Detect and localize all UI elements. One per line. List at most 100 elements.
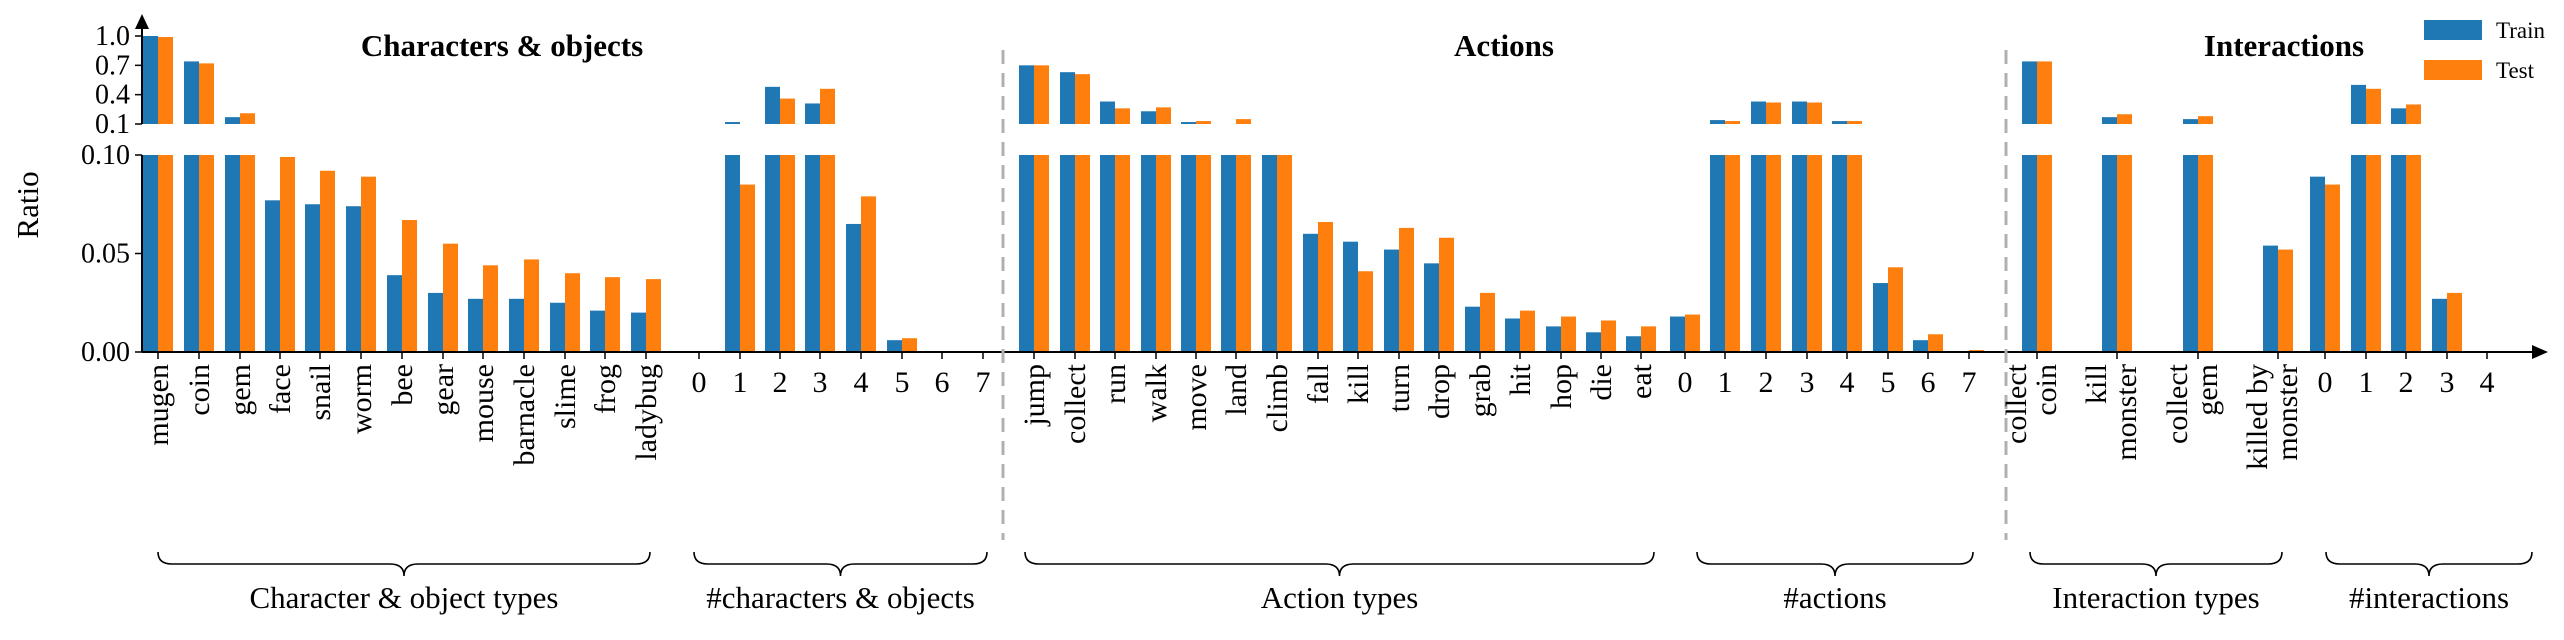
category-label: walk bbox=[1140, 364, 1173, 422]
bar-train-0-barnacle bbox=[509, 298, 524, 352]
bar-train-0-bee bbox=[387, 275, 402, 352]
bar-train-1-2-upper bbox=[765, 86, 780, 124]
category-label: slime bbox=[549, 364, 582, 429]
bar-test-2-climb bbox=[1277, 155, 1292, 352]
bar-test-1-3-lower bbox=[820, 155, 835, 352]
bar-test-2-hop bbox=[1561, 316, 1576, 352]
category-label: collect bbox=[1059, 363, 1092, 444]
y-axis-arrow bbox=[135, 14, 149, 29]
bar-test-2-jump-lower bbox=[1034, 155, 1049, 352]
legend: Train Test bbox=[2424, 18, 2545, 83]
category-label: ladybug bbox=[630, 364, 663, 461]
category-label: kill bbox=[2080, 364, 2113, 404]
group-brace bbox=[1696, 551, 1974, 577]
bar-test-0-barnacle bbox=[524, 259, 539, 352]
bar-train-4-kill-monster-lower bbox=[2102, 155, 2117, 352]
panel-titles: Characters & objects Actions Interactions bbox=[361, 28, 2364, 63]
category-label: 3 bbox=[1800, 366, 1815, 399]
category-label: monster bbox=[2271, 364, 2304, 461]
legend-label-train: Train bbox=[2496, 18, 2545, 43]
category-label: climb bbox=[1261, 364, 1294, 432]
bar-train-4-kill-monster-upper bbox=[2102, 117, 2117, 124]
bar-test-5-1-upper bbox=[2366, 88, 2381, 124]
bar-test-1-3-upper bbox=[820, 88, 835, 124]
axes-layer: 0.00 0.05 0.10 1.00.70.40.1 Ratio bbox=[10, 14, 2548, 540]
bar-train-5-2-upper bbox=[2391, 108, 2406, 124]
bar-train-3-3-upper bbox=[1792, 101, 1807, 124]
bar-train-2-run-lower bbox=[1100, 155, 1115, 352]
bar-train-2-die bbox=[1586, 332, 1601, 352]
bar-train-4-collect-gem-lower bbox=[2183, 155, 2198, 352]
y-tick-label: 0.7 bbox=[95, 50, 130, 81]
bar-train-2-climb bbox=[1262, 155, 1277, 352]
category-label: kill bbox=[1342, 364, 1375, 404]
group-label: #actions bbox=[1783, 580, 1886, 615]
bar-test-2-drop bbox=[1439, 237, 1454, 352]
bar-train-1-1-upper bbox=[725, 122, 740, 124]
bar-test-2-turn bbox=[1399, 227, 1414, 352]
bar-test-2-die bbox=[1601, 320, 1616, 352]
bar-test-4-killed-by-monster bbox=[2278, 249, 2293, 352]
bar-train-2-jump-upper bbox=[1019, 65, 1034, 124]
category-label: 2 bbox=[1759, 366, 1774, 399]
group-label: Action types bbox=[1261, 580, 1419, 615]
category-label: die bbox=[1585, 364, 1618, 401]
category-label: frog bbox=[589, 364, 622, 414]
category-label: hop bbox=[1545, 364, 1578, 409]
bar-train-5-2-lower bbox=[2391, 155, 2406, 352]
category-label: coin bbox=[2030, 364, 2063, 416]
category-label: 2 bbox=[2399, 366, 2414, 399]
category-label: gem bbox=[224, 364, 257, 416]
bar-test-1-5 bbox=[902, 338, 917, 352]
bar-test-3-2-upper bbox=[1766, 102, 1781, 124]
bar-test-2-collect-lower bbox=[1075, 155, 1090, 352]
category-label: grab bbox=[1464, 364, 1497, 417]
category-label: 6 bbox=[935, 366, 950, 399]
bar-train-2-hit bbox=[1505, 318, 1520, 352]
category-label: worm bbox=[345, 364, 378, 434]
bar-test-0-mugen-upper bbox=[158, 36, 173, 124]
bar-test-0-coin-lower bbox=[199, 155, 214, 352]
category-label: 1 bbox=[1718, 366, 1733, 399]
bar-train-2-hop bbox=[1546, 326, 1561, 352]
bar-test-0-mouse bbox=[483, 265, 498, 352]
bar-train-5-1-lower bbox=[2351, 155, 2366, 352]
x-axis-arrow bbox=[2532, 345, 2548, 359]
bar-train-0-coin-lower bbox=[184, 155, 199, 352]
bar-train-3-6 bbox=[1913, 340, 1928, 352]
bar-train-0-snail bbox=[305, 204, 320, 352]
category-label: killed by bbox=[2241, 364, 2274, 470]
bar-test-2-fall bbox=[1318, 221, 1333, 352]
bar-train-0-mugen-upper bbox=[143, 36, 158, 124]
category-label: hit bbox=[1504, 363, 1537, 395]
y-tick-label: 0.1 bbox=[95, 109, 130, 140]
bar-train-0-mugen-lower bbox=[143, 155, 158, 352]
y-tick-label: 0.00 bbox=[81, 337, 130, 368]
bar-test-3-6 bbox=[1928, 334, 1943, 352]
bar-train-0-coin-upper bbox=[184, 61, 199, 124]
category-label: 4 bbox=[1840, 366, 1855, 399]
bar-train-3-1-lower bbox=[1710, 155, 1725, 352]
bar-test-5-0 bbox=[2325, 184, 2340, 352]
bar-test-2-move-lower bbox=[1196, 155, 1211, 352]
group-brace bbox=[2029, 551, 2283, 577]
category-label: snail bbox=[304, 364, 337, 421]
bar-train-2-land bbox=[1221, 155, 1236, 352]
bar-train-2-turn bbox=[1384, 249, 1399, 352]
group-label: Character & object types bbox=[249, 580, 558, 615]
bar-test-0-gear bbox=[443, 243, 458, 352]
bar-test-0-worm bbox=[361, 176, 376, 352]
group-label: #interactions bbox=[2349, 580, 2509, 615]
bar-train-2-walk-upper bbox=[1141, 111, 1156, 124]
bar-train-3-5 bbox=[1873, 283, 1888, 352]
category-label: gem bbox=[2191, 364, 2224, 416]
bar-train-4-collect-coin-upper bbox=[2022, 61, 2037, 124]
bar-train-2-walk-lower bbox=[1141, 155, 1156, 352]
bar-train-2-eat bbox=[1626, 336, 1641, 352]
category-label: 5 bbox=[895, 366, 910, 399]
bar-train-1-1-lower bbox=[725, 155, 740, 352]
bar-train-0-gem-upper bbox=[225, 117, 240, 124]
bar-train-0-gem-lower bbox=[225, 155, 240, 352]
category-label: 5 bbox=[1881, 366, 1896, 399]
bar-train-0-slime bbox=[550, 302, 565, 352]
